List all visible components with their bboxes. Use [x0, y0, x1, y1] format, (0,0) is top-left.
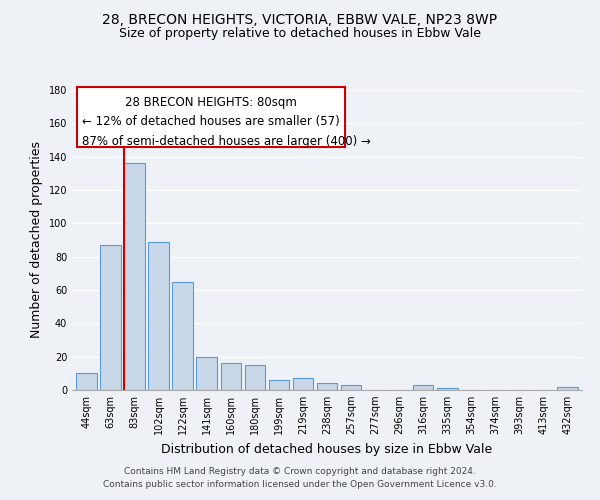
Bar — [172, 282, 193, 390]
Text: 28, BRECON HEIGHTS, VICTORIA, EBBW VALE, NP23 8WP: 28, BRECON HEIGHTS, VICTORIA, EBBW VALE,… — [103, 12, 497, 26]
Bar — [221, 364, 241, 390]
Bar — [437, 388, 458, 390]
Bar — [148, 242, 169, 390]
Bar — [245, 365, 265, 390]
Bar — [269, 380, 289, 390]
Text: Size of property relative to detached houses in Ebbw Vale: Size of property relative to detached ho… — [119, 28, 481, 40]
Bar — [293, 378, 313, 390]
Bar — [317, 384, 337, 390]
Bar — [124, 164, 145, 390]
Bar — [413, 385, 433, 390]
Text: 28 BRECON HEIGHTS: 80sqm: 28 BRECON HEIGHTS: 80sqm — [125, 96, 297, 109]
Bar — [196, 356, 217, 390]
Bar — [100, 245, 121, 390]
Bar — [76, 374, 97, 390]
Text: 87% of semi-detached houses are larger (400) →: 87% of semi-detached houses are larger (… — [82, 135, 371, 148]
Text: Contains HM Land Registry data © Crown copyright and database right 2024.: Contains HM Land Registry data © Crown c… — [124, 467, 476, 476]
Y-axis label: Number of detached properties: Number of detached properties — [30, 142, 43, 338]
Bar — [341, 385, 361, 390]
Bar — [557, 386, 578, 390]
Text: Distribution of detached houses by size in Ebbw Vale: Distribution of detached houses by size … — [161, 442, 493, 456]
FancyBboxPatch shape — [77, 87, 345, 147]
Text: ← 12% of detached houses are smaller (57): ← 12% of detached houses are smaller (57… — [82, 116, 340, 128]
Text: Contains public sector information licensed under the Open Government Licence v3: Contains public sector information licen… — [103, 480, 497, 489]
